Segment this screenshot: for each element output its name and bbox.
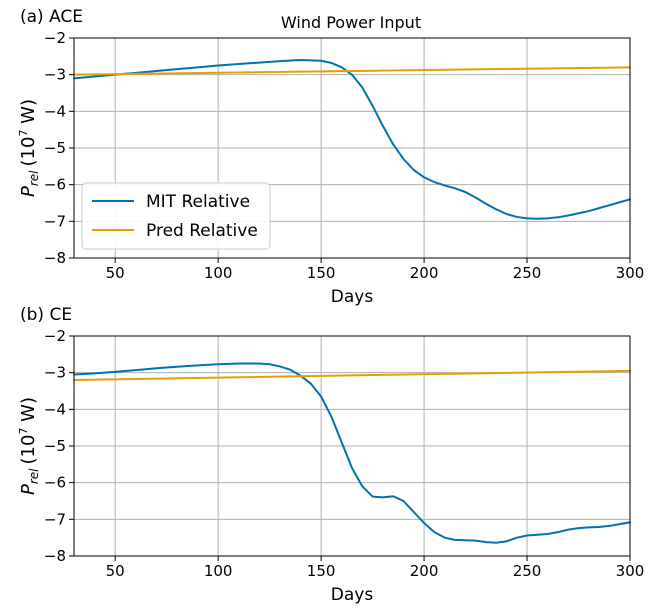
x-axis-label-ace: Days — [331, 287, 374, 307]
x-tick-label-ace: 50 — [106, 264, 125, 282]
x-axis-label-ce: Days — [331, 585, 374, 605]
y-tick-label-ce: −3 — [44, 364, 66, 382]
legend-label-pred: Pred Relative — [146, 221, 258, 241]
y-axis-label-ace: Prel (107 W) — [17, 99, 41, 197]
y-axis-label-unit-tail: W) — [18, 99, 39, 130]
y-axis-label-unit-tail: W) — [18, 397, 39, 428]
x-tick-label-ace: 250 — [513, 264, 542, 282]
y-tick-label-ce: −7 — [44, 510, 66, 528]
panel-ace: (a) ACE Wind Power Input 50 100 150 200 250 3… — [17, 7, 644, 307]
legend-box — [81, 182, 271, 250]
y-axis-label-unit: (10 — [18, 137, 39, 167]
x-tick-label-ace: 150 — [307, 264, 336, 282]
x-tick-label-ace: 200 — [410, 264, 439, 282]
y-axis-label-exp: 7 — [17, 130, 30, 137]
y-axis-label-sub: rel — [27, 170, 41, 186]
ticks-ce: 50 100 150 200 250 300 −2 −3 −4 −5 −6 −7 −8 — [44, 327, 644, 580]
series-line-mit-relative-ace — [73, 59, 631, 220]
x-tick-label-ace: 100 — [204, 264, 233, 282]
y-axis-label-sub: rel — [27, 468, 41, 484]
x-tick-label-ce: 300 — [616, 562, 645, 580]
y-tick-label-ace: −5 — [44, 139, 66, 157]
y-tick-label-ce: −2 — [44, 327, 66, 345]
y-tick-label-ace: −4 — [44, 102, 66, 120]
series-line-pred-relative-ce — [73, 369, 631, 381]
series-line-pred-relative-ace — [73, 66, 631, 76]
series-layer-ace — [73, 59, 631, 220]
y-axis-label-symbol: P — [18, 484, 39, 495]
x-tick-label-ace: 300 — [616, 264, 645, 282]
x-tick-label-ce: 250 — [513, 562, 542, 580]
y-axis-label-unit: (10 — [18, 435, 39, 465]
y-tick-label-ace: −7 — [44, 212, 66, 230]
x-tick-label-ce: 200 — [410, 562, 439, 580]
x-tick-label-ce: 150 — [307, 562, 336, 580]
y-tick-label-ce: −8 — [44, 547, 66, 565]
y-tick-label-ace: −6 — [44, 176, 66, 194]
legend-label-mit: MIT Relative — [146, 192, 250, 212]
y-axis-label-exp: 7 — [17, 428, 30, 435]
panel-ce: (b) CE 50 100 150 200 250 300 −2 −3 −4 −5 −6 −7 −8 D… — [17, 305, 644, 605]
y-axis-label-symbol: P — [18, 186, 39, 197]
series-line-mit-relative-ce — [73, 362, 631, 544]
y-tick-label-ce: −5 — [44, 437, 66, 455]
x-tick-label-ce: 50 — [106, 562, 125, 580]
y-tick-label-ace: −3 — [44, 66, 66, 84]
panel-label-ace: (a) ACE — [20, 7, 83, 27]
y-tick-label-ace: −8 — [44, 249, 66, 267]
panel-label-ce: (b) CE — [20, 305, 72, 325]
y-tick-label-ace: −2 — [44, 29, 66, 47]
series-layer-ce — [73, 362, 631, 544]
y-axis-label-ce: Prel (107 W) — [17, 397, 41, 495]
ticks-ace: 50 100 150 200 250 300 −2 −3 −4 −5 −6 −7 −8 — [44, 29, 644, 282]
y-tick-label-ce: −6 — [44, 474, 66, 492]
y-tick-label-ce: −4 — [44, 400, 66, 418]
figure-title: Wind Power Input — [281, 13, 421, 32]
x-tick-label-ce: 100 — [204, 562, 233, 580]
legend: MIT Relative Pred Relative — [81, 182, 271, 250]
